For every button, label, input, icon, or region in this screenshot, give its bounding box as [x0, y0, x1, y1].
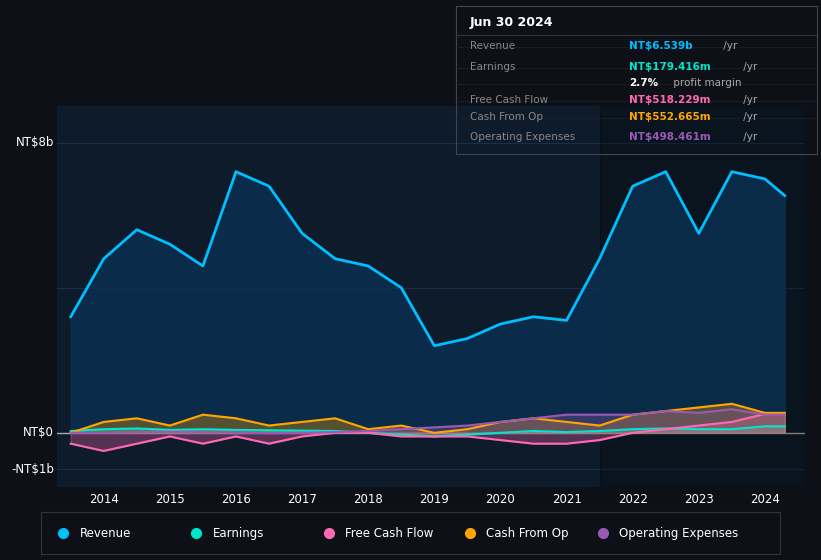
Bar — [599, 106, 805, 487]
Text: Operating Expenses: Operating Expenses — [619, 527, 738, 540]
Text: -NT$1b: -NT$1b — [11, 463, 54, 475]
Text: NT$518.229m: NT$518.229m — [629, 95, 710, 105]
Text: 2.7%: 2.7% — [629, 78, 658, 88]
Text: /yr: /yr — [741, 95, 758, 105]
Text: NT$8b: NT$8b — [16, 136, 54, 149]
Text: Earnings: Earnings — [470, 62, 516, 72]
Text: Revenue: Revenue — [80, 527, 131, 540]
Text: Jun 30 2024: Jun 30 2024 — [470, 16, 553, 29]
Text: NT$0: NT$0 — [23, 426, 54, 439]
Text: NT$552.665m: NT$552.665m — [629, 113, 711, 123]
Text: /yr: /yr — [741, 132, 758, 142]
Text: Earnings: Earnings — [213, 527, 264, 540]
Text: Revenue: Revenue — [470, 41, 516, 51]
Text: Cash From Op: Cash From Op — [486, 527, 568, 540]
Text: /yr: /yr — [741, 113, 758, 123]
Text: Cash From Op: Cash From Op — [470, 113, 544, 123]
Text: NT$179.416m: NT$179.416m — [629, 62, 711, 72]
Text: NT$498.461m: NT$498.461m — [629, 132, 711, 142]
Text: Free Cash Flow: Free Cash Flow — [470, 95, 548, 105]
Text: /yr: /yr — [741, 62, 758, 72]
Text: Operating Expenses: Operating Expenses — [470, 132, 576, 142]
Text: Free Cash Flow: Free Cash Flow — [346, 527, 433, 540]
Text: profit margin: profit margin — [669, 78, 741, 88]
Text: NT$6.539b: NT$6.539b — [629, 41, 693, 51]
Text: /yr: /yr — [720, 41, 737, 51]
